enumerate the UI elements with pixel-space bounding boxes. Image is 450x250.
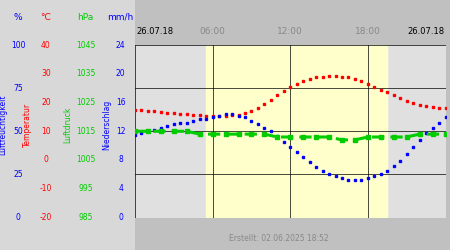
Text: 1035: 1035: [76, 69, 95, 78]
Text: 1045: 1045: [76, 40, 95, 50]
Text: Temperatur: Temperatur: [22, 103, 32, 147]
Text: 0: 0: [118, 213, 123, 222]
Text: 20: 20: [41, 98, 51, 107]
Text: -20: -20: [40, 213, 52, 222]
Text: 18:00: 18:00: [355, 27, 381, 36]
Text: mm/h: mm/h: [108, 13, 134, 22]
Text: 1015: 1015: [76, 127, 95, 136]
Text: °C: °C: [40, 13, 51, 22]
Text: 06:00: 06:00: [200, 27, 225, 36]
Text: 12: 12: [116, 127, 126, 136]
Text: 10: 10: [41, 127, 51, 136]
Text: 100: 100: [11, 40, 25, 50]
Text: 26.07.18: 26.07.18: [136, 27, 173, 36]
Text: Erstellt: 02.06.2025 18:52: Erstellt: 02.06.2025 18:52: [229, 234, 329, 243]
Text: 0: 0: [44, 156, 48, 164]
Text: 25: 25: [13, 170, 23, 179]
Text: 40: 40: [41, 40, 51, 50]
Bar: [206, 45, 387, 218]
Text: 985: 985: [78, 213, 93, 222]
Text: 16: 16: [116, 98, 126, 107]
Text: Luftfeuchtigkeit: Luftfeuchtigkeit: [0, 95, 8, 155]
Text: 8: 8: [118, 156, 123, 164]
Text: 50: 50: [13, 127, 23, 136]
Text: 4: 4: [118, 184, 123, 193]
Text: hPa: hPa: [77, 13, 94, 22]
Text: Niederschlag: Niederschlag: [103, 100, 112, 150]
Text: 1025: 1025: [76, 98, 95, 107]
Text: 26.07.18: 26.07.18: [408, 27, 445, 36]
Text: -10: -10: [40, 184, 52, 193]
Text: %: %: [14, 13, 22, 22]
Text: Luftdruck: Luftdruck: [63, 107, 72, 143]
Text: 30: 30: [41, 69, 51, 78]
Text: 0: 0: [16, 213, 20, 222]
Text: 75: 75: [13, 84, 23, 92]
Text: 12:00: 12:00: [277, 27, 303, 36]
Text: 1005: 1005: [76, 156, 95, 164]
Text: 995: 995: [78, 184, 93, 193]
Text: 20: 20: [116, 69, 126, 78]
Text: 24: 24: [116, 40, 126, 50]
